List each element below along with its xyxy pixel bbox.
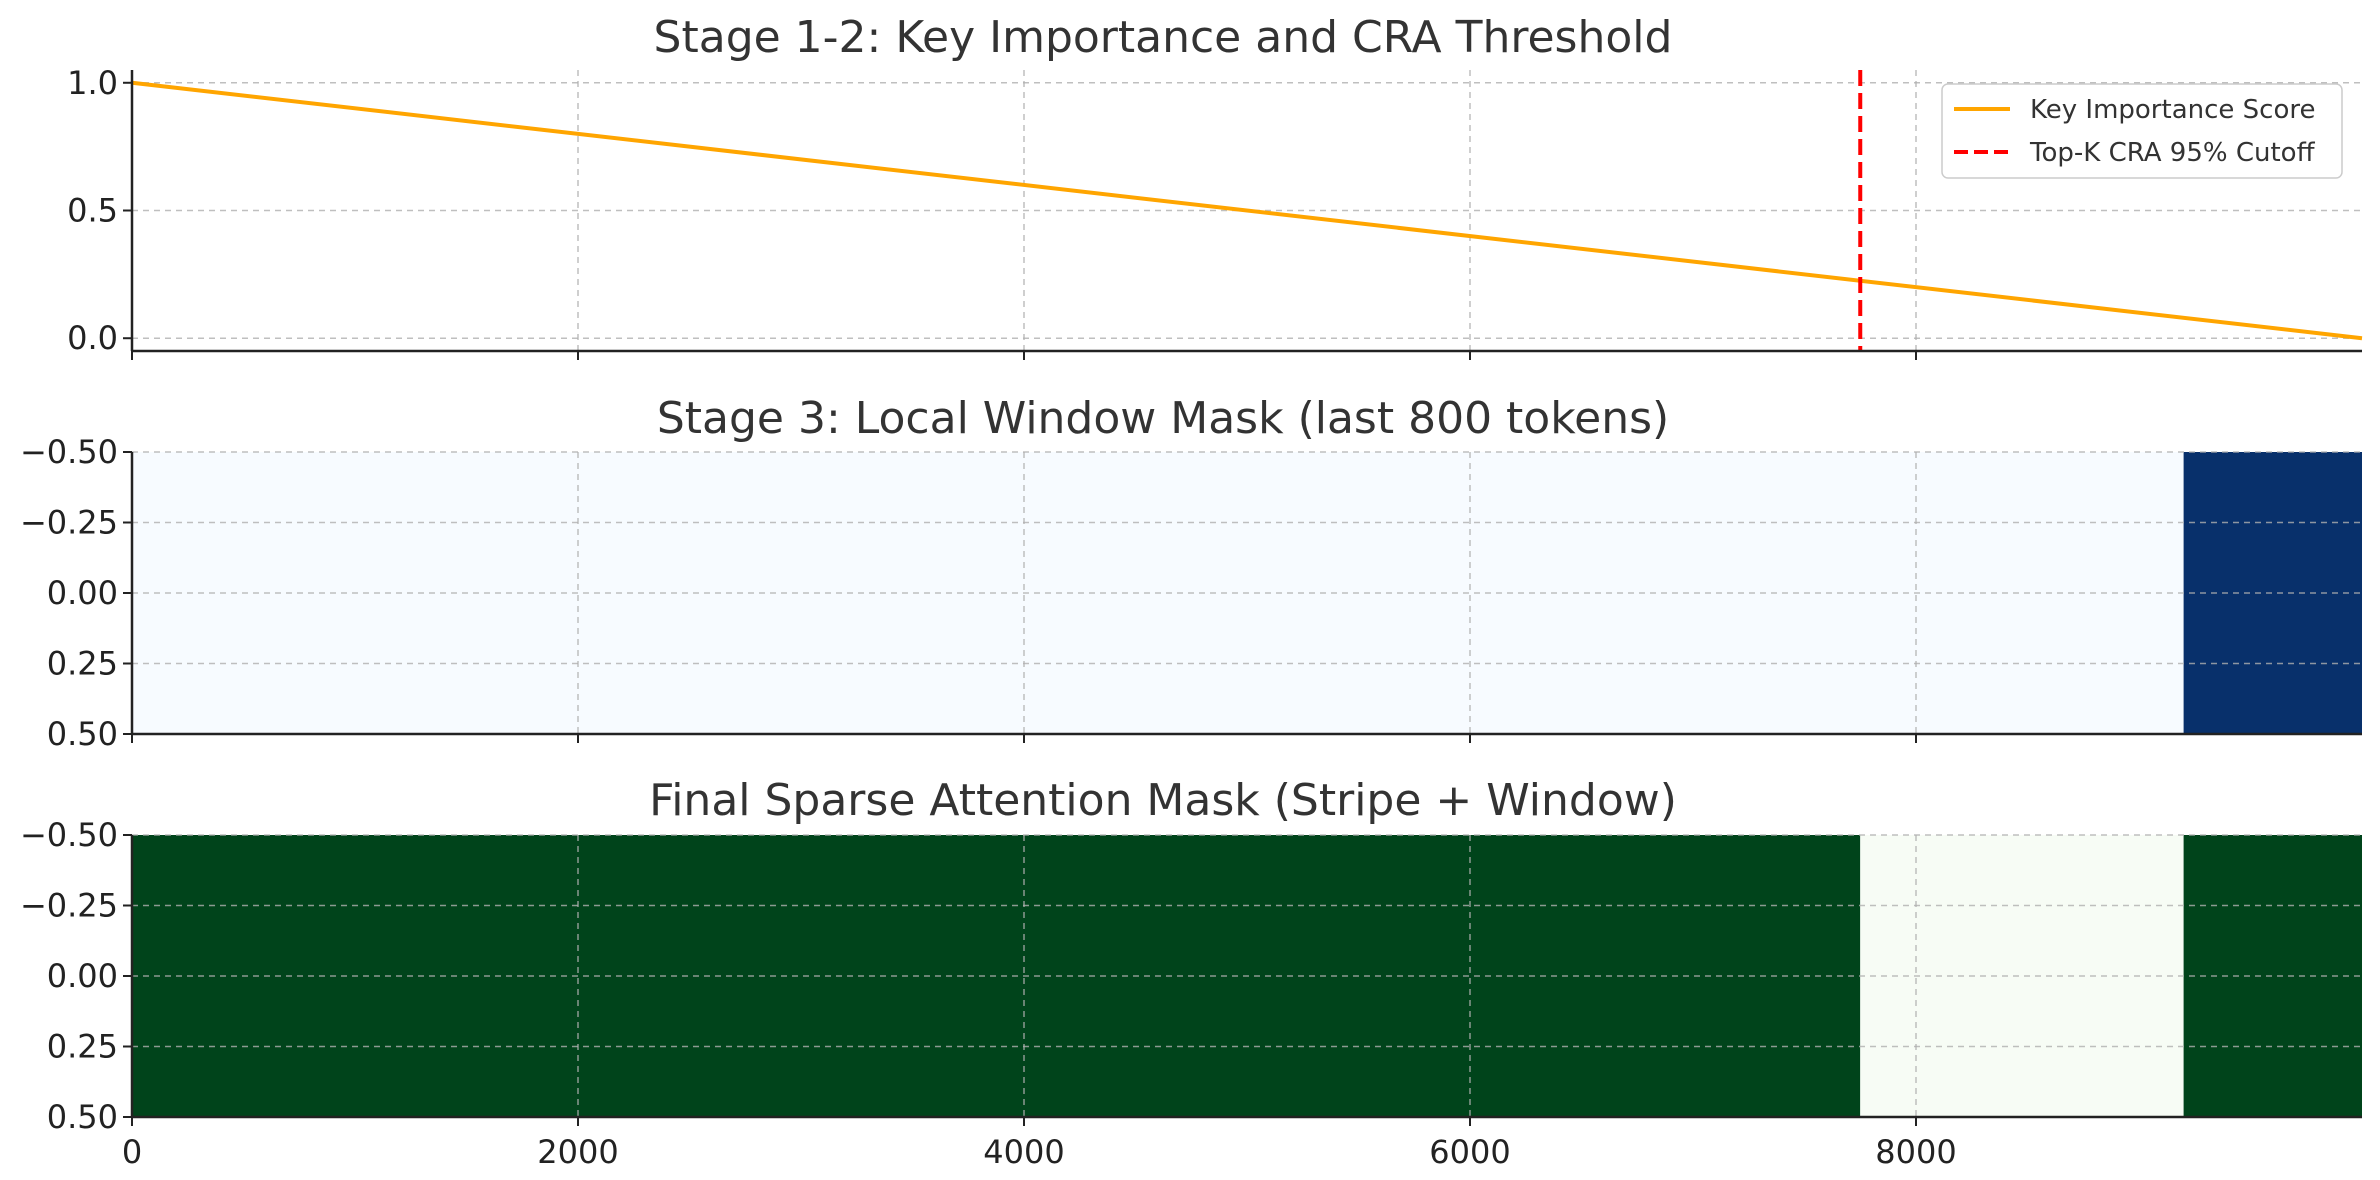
x-tick-label: 0 — [122, 1133, 142, 1171]
x-tick-label: 4000 — [983, 1133, 1064, 1171]
legend-label-cutoff: Top-K CRA 95% Cutoff — [2029, 138, 2316, 168]
y-tick-label: 0.25 — [47, 1028, 118, 1066]
chart-title-stage-3: Stage 3: Local Window Mask (last 800 tok… — [657, 393, 1669, 444]
chart-title-final-mask: Final Sparse Attention Mask (Stripe + Wi… — [649, 775, 1677, 826]
legend-label-key-importance: Key Importance Score — [2030, 95, 2315, 125]
y-tick-label: 0.00 — [47, 957, 118, 995]
y-tick-label: 0.50 — [47, 715, 118, 753]
y-tick-label: 0.25 — [47, 645, 118, 683]
x-tick-label: 6000 — [1429, 1133, 1510, 1171]
x-tick-label: 8000 — [1875, 1133, 1956, 1171]
plot-area — [131, 70, 2363, 351]
y-tick-label: 0.00 — [47, 574, 118, 612]
panel-final-sparse-mask: Final Sparse Attention Mask (Stripe + Wi… — [20, 775, 2362, 1171]
y-tick-label: −0.50 — [20, 816, 118, 854]
heatmap-area — [132, 835, 2362, 1117]
legend: Key Importance Score Top-K CRA 95% Cutoff — [1941, 83, 2343, 179]
series-line-key-importance — [131, 80, 2363, 341]
y-tick-label: 0.5 — [67, 192, 118, 230]
axes: 0.0 0.5 1.0 — [67, 64, 2362, 360]
axes: −0.50 −0.25 0.00 0.25 0.500 2000 4000 6000 8000 — [20, 816, 2362, 1171]
panel-key-importance: Stage 1-2: Key Importance and CRA Thresh… — [67, 12, 2363, 360]
panel-local-window-mask: Stage 3: Local Window Mask (last 800 tok… — [20, 393, 2362, 753]
x-tick-label: 2000 — [537, 1133, 618, 1171]
heatmap-cell-0 — [132, 835, 1861, 1117]
y-tick-label: 0.50 — [47, 1098, 118, 1136]
axes: −0.50 −0.25 0.00 0.25 0.50 — [20, 433, 2362, 753]
y-tick-label: −0.25 — [20, 887, 118, 925]
y-tick-label: −0.25 — [20, 504, 118, 542]
legend-box — [1941, 83, 2343, 179]
y-tick-label: 1.0 — [67, 64, 118, 102]
chart-title-stage-1-2: Stage 1-2: Key Importance and CRA Thresh… — [654, 12, 1673, 63]
y-tick-label: 0.0 — [67, 319, 118, 357]
y-tick-label: −0.50 — [20, 433, 118, 471]
